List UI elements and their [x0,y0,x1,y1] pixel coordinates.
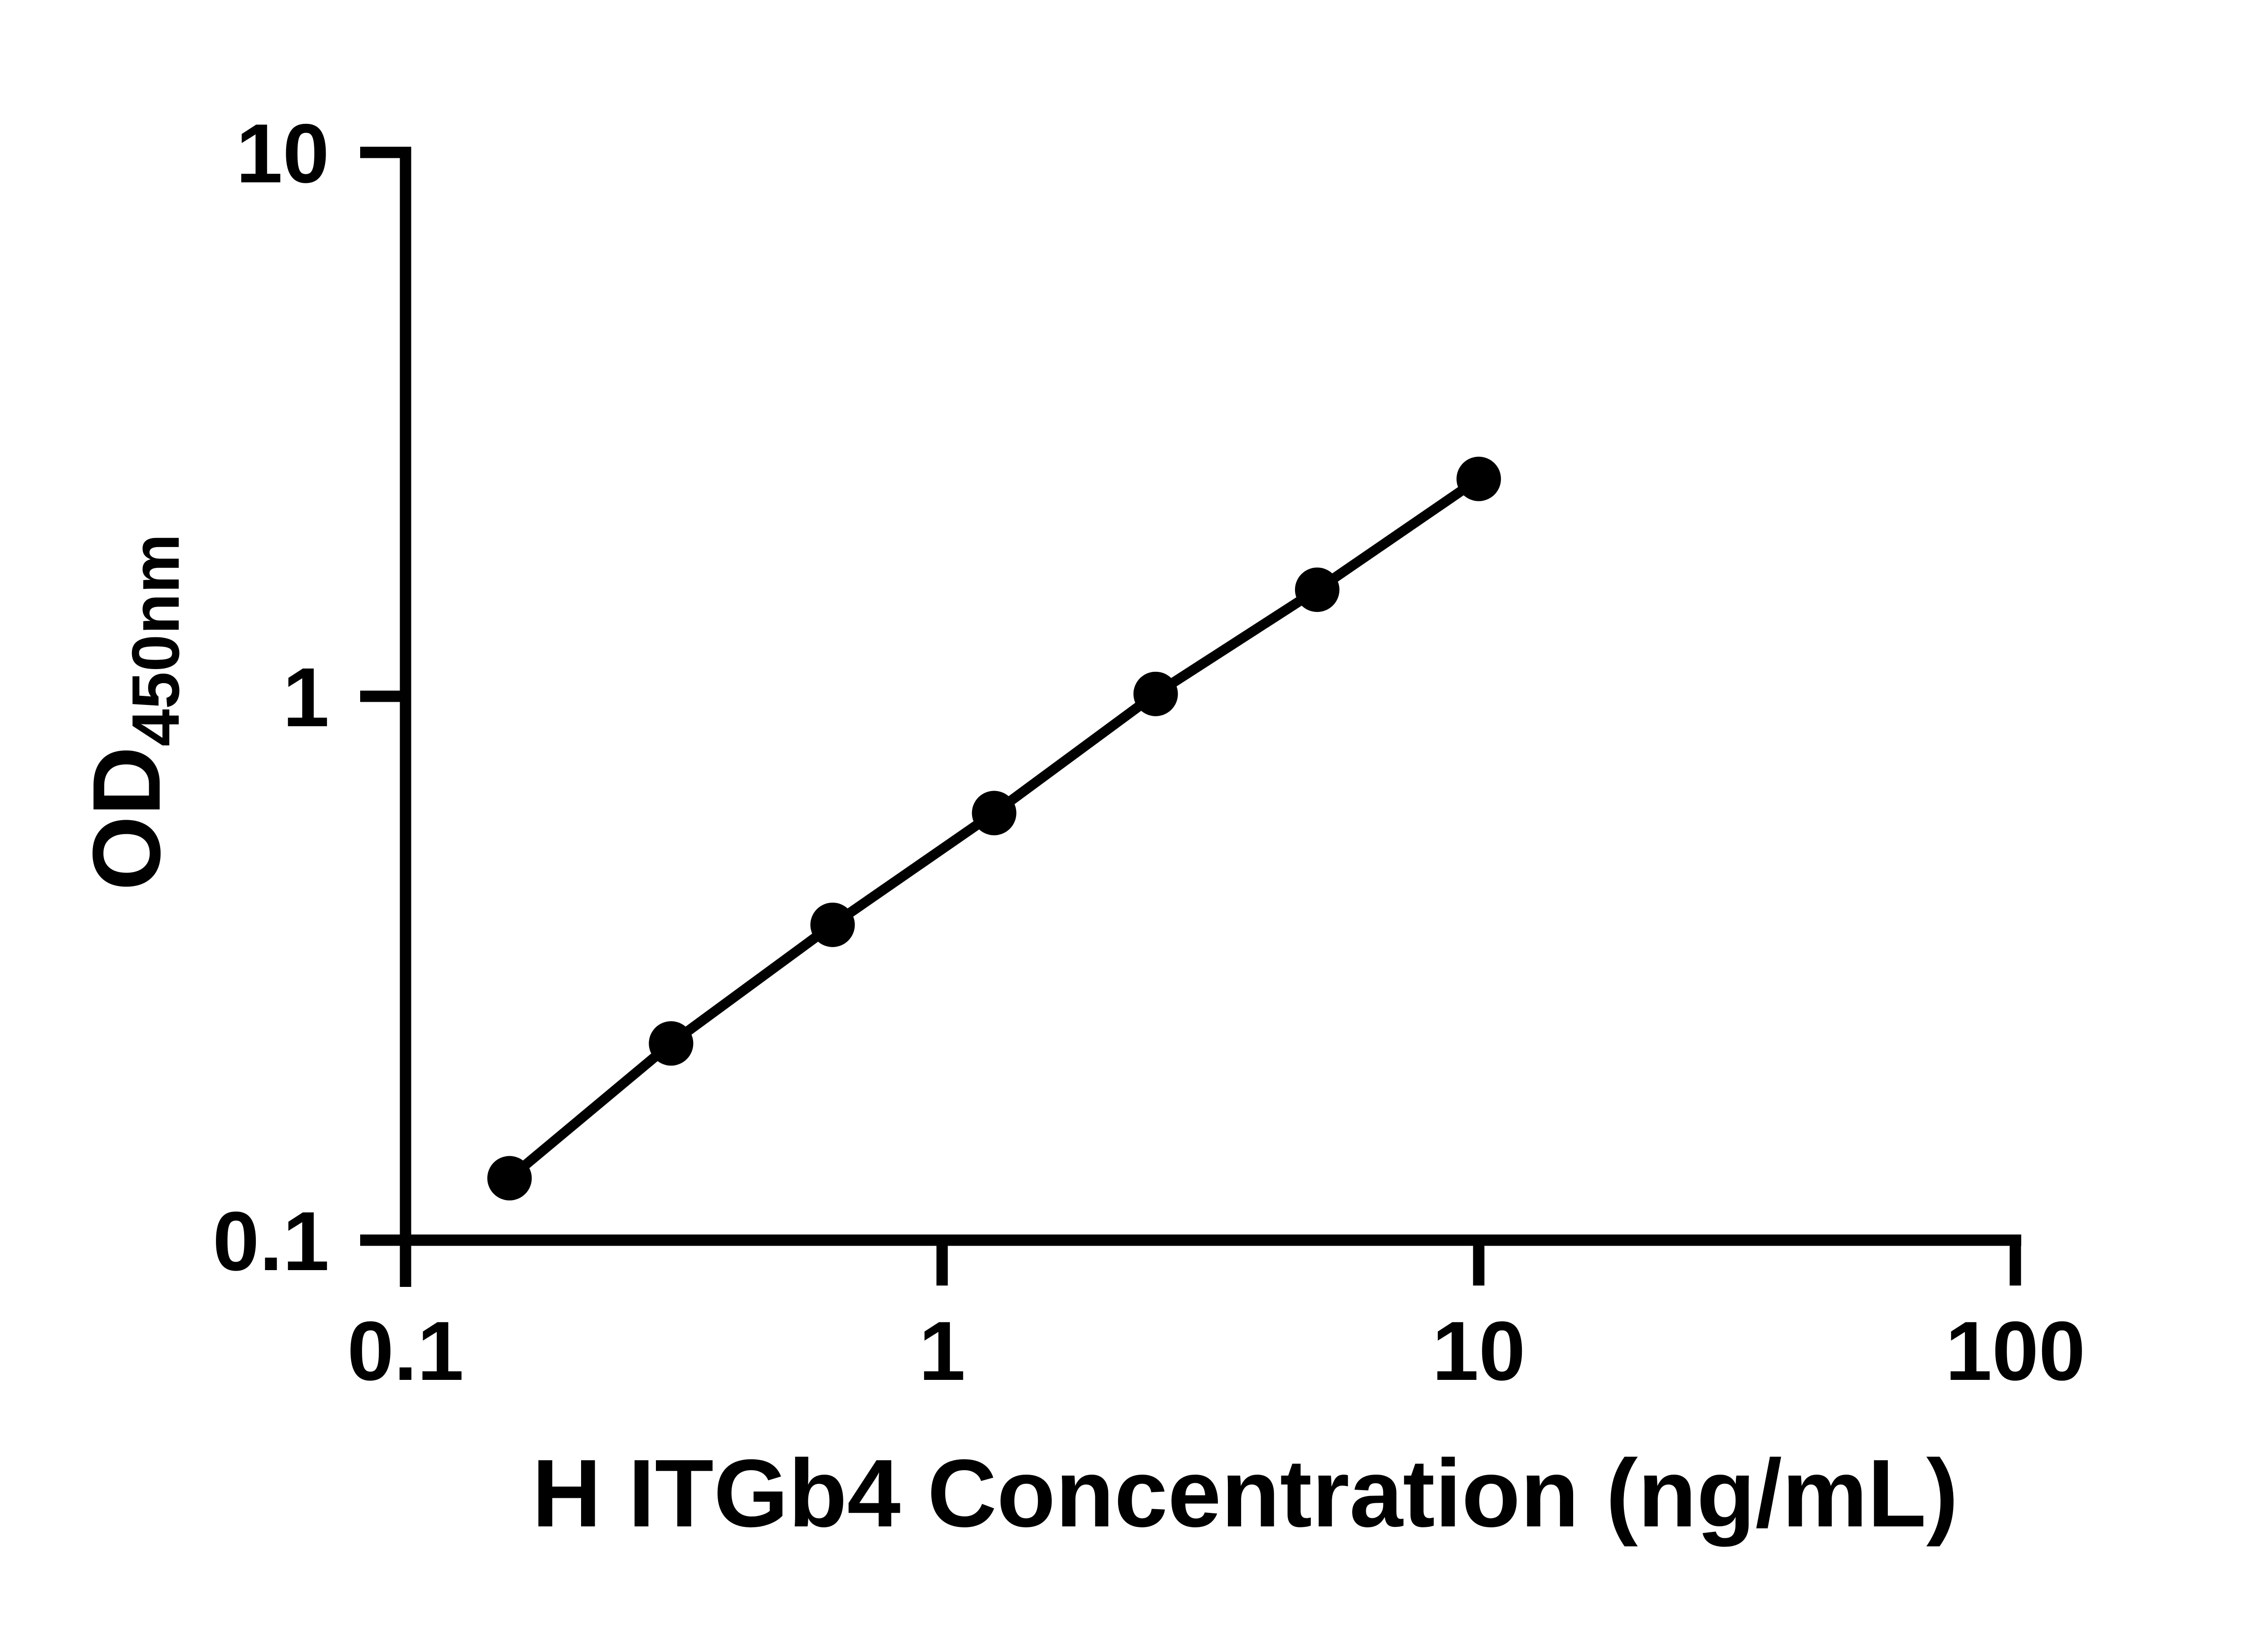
y-axis-title: OD450nm [73,534,193,891]
x-tick-label: 100 [1945,1305,2086,1398]
x-axis-ticks: 0.1 1 10 100 [347,1240,2085,1398]
y-tick-label: 1 [283,651,329,744]
data-point-marker [1295,567,1339,612]
y-axis-title-main: OD [73,746,180,890]
data-point-marker [810,902,855,947]
data-point-marker [487,1156,532,1201]
x-axis-title: H ITGb4 Concentration (ng/mL) [532,1439,1959,1547]
data-point-marker [1457,456,1501,501]
y-axis-ticks: 0.1 1 10 [213,107,411,1288]
data-point-marker [1133,671,1178,716]
y-tick-label: 0.1 [213,1195,329,1288]
data-points [487,456,1501,1201]
x-tick-label: 1 [919,1305,966,1398]
y-tick-label: 10 [236,107,329,200]
x-tick-label: 10 [1432,1305,1525,1398]
axes [360,152,2021,1287]
y-axis-title-sub: 450nm [118,534,193,747]
x-tick-label: 0.1 [347,1305,464,1398]
data-point-marker [649,1021,694,1066]
data-point-marker [972,791,1017,836]
